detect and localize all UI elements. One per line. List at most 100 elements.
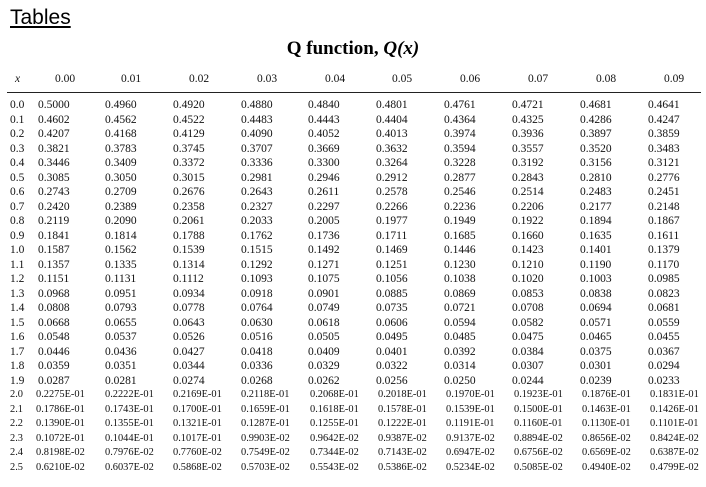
table-cell: 0.7549E-02 xyxy=(241,447,290,458)
table-cell: 0.0582 xyxy=(512,316,544,329)
row-x-value: 0.5 xyxy=(10,171,25,184)
q-function-table-body: 0.0 0.5000 0.4960 0.4920 0.4880 0.4840 0.4801 0… xyxy=(0,98,706,475)
table-cell: 0.1292 xyxy=(241,258,273,271)
column-header-0-08: 0.08 xyxy=(596,73,617,85)
table-cell: 0.1355E-01 xyxy=(105,418,154,429)
row-x-value: 2.0 xyxy=(10,389,23,400)
table-cell: 0.2483 xyxy=(580,186,612,198)
table-cell: 0.5234E-02 xyxy=(446,461,495,473)
table-cell: 0.0764 xyxy=(241,302,273,314)
table-row: 2.0 0.2275E-01 0.2222E-01 0.2169E-01 0.2118E… xyxy=(0,388,706,403)
table-cell: 0.8424E-02 xyxy=(650,432,699,444)
table-cell: 0.0823 xyxy=(648,287,680,300)
table-row: 2.2 0.1390E-01 0.1355E-01 0.1321E-01 0.1287E… xyxy=(0,417,706,432)
table-cell: 0.4940E-02 xyxy=(582,461,631,473)
row-x-value: 2.4 xyxy=(10,447,23,458)
table-cell: 0.5868E-02 xyxy=(173,461,222,473)
table-cell: 0.2033 xyxy=(241,215,273,227)
table-row: 1.7 0.0446 0.0436 0.0427 0.0418 0.0409 0.0401 0… xyxy=(0,345,706,360)
table-cell: 0.0721 xyxy=(444,302,476,314)
table-cell: 0.0853 xyxy=(512,287,544,300)
column-header-0-01: 0.01 xyxy=(121,73,142,85)
table-row: 2.5 0.6210E-02 0.6037E-02 0.5868E-02 0.5703E… xyxy=(0,461,706,476)
x-column-header: x xyxy=(15,73,21,85)
table-cell: 0.0409 xyxy=(308,345,340,358)
table-cell: 0.3121 xyxy=(648,157,680,169)
table-cell: 0.1379 xyxy=(648,244,680,256)
table-cell: 0.0526 xyxy=(173,331,205,343)
table-cell: 0.4880 xyxy=(241,99,273,111)
table-cell: 0.1786E-01 xyxy=(36,403,85,415)
row-x-value: 1.0 xyxy=(10,244,25,256)
table-cell: 0.4522 xyxy=(173,113,205,126)
table-cell: 0.0375 xyxy=(580,345,612,358)
table-cell: 0.0465 xyxy=(580,331,612,343)
table-cell: 0.1191E-01 xyxy=(446,418,495,429)
table-cell: 0.9387E-02 xyxy=(378,432,427,444)
table-row: 1.2 0.1151 0.1131 0.1112 0.1093 0.1075 0.1056 0… xyxy=(0,272,706,287)
table-cell: 0.4562 xyxy=(105,113,137,126)
table-cell: 0.2578 xyxy=(376,186,408,198)
table-cell: 0.0885 xyxy=(376,287,408,300)
table-cell: 0.4801 xyxy=(376,99,408,111)
table-cell: 0.7143E-02 xyxy=(378,447,427,458)
table-cell: 0.1321E-01 xyxy=(173,418,222,429)
table-cell: 0.1949 xyxy=(444,215,476,227)
row-x-value: 1.1 xyxy=(10,258,25,271)
table-cell: 0.1101E-01 xyxy=(650,418,699,429)
table-title: Q function, Q(x) xyxy=(0,38,706,60)
title-argument: (x) xyxy=(397,38,420,59)
table-cell: 0.2709 xyxy=(105,186,137,198)
table-cell: 0.0446 xyxy=(38,345,70,358)
table-row: 1.5 0.0668 0.0655 0.0643 0.0630 0.0618 0.0606 0… xyxy=(0,316,706,331)
table-cell: 0.0367 xyxy=(648,345,680,358)
row-x-value: 1.8 xyxy=(10,360,25,372)
title-function-name: Q xyxy=(383,38,398,59)
table-cell: 0.8198E-02 xyxy=(36,447,85,458)
table-cell: 0.2118E-01 xyxy=(241,389,290,400)
table-cell: 0.8656E-02 xyxy=(582,432,631,444)
table-cell: 0.1210 xyxy=(512,258,544,271)
table-row: 1.0 0.1587 0.1562 0.1539 0.1515 0.1492 0.1469 0… xyxy=(0,243,706,258)
table-cell: 0.2018E-01 xyxy=(378,389,427,400)
table-cell: 0.1446 xyxy=(444,244,476,256)
table-cell: 0.2743 xyxy=(38,186,70,198)
table-cell: 0.4681 xyxy=(580,99,612,111)
table-cell: 0.0329 xyxy=(308,360,340,372)
table-cell: 0.1867 xyxy=(648,215,680,227)
table-cell: 0.1814 xyxy=(105,229,137,242)
table-cell: 0.6756E-02 xyxy=(514,447,563,458)
table-cell: 0.3594 xyxy=(444,142,476,155)
table-cell: 0.1230 xyxy=(444,258,476,271)
row-x-value: 1.2 xyxy=(10,273,25,285)
table-cell: 0.1659E-01 xyxy=(241,403,290,415)
table-cell: 0.4799E-02 xyxy=(650,461,699,473)
table-cell: 0.1515 xyxy=(241,244,273,256)
table-cell: 0.2275E-01 xyxy=(36,389,85,400)
table-cell: 0.3897 xyxy=(580,128,612,140)
table-cell: 0.3557 xyxy=(512,142,544,155)
page-heading: Tables xyxy=(10,6,71,29)
table-cell: 0.1093 xyxy=(241,273,273,285)
table-cell: 0.0262 xyxy=(308,374,340,387)
table-cell: 0.3632 xyxy=(376,142,408,155)
table-row: 0.1 0.4602 0.4562 0.4522 0.4483 0.4443 0.4404 0… xyxy=(0,113,706,128)
row-x-value: 0.4 xyxy=(10,157,25,169)
table-row: 2.4 0.8198E-02 0.7976E-02 0.7760E-02 0.7549E… xyxy=(0,446,706,461)
table-cell: 0.2327 xyxy=(241,200,273,213)
row-x-value: 0.8 xyxy=(10,215,25,227)
table-cell: 0.0307 xyxy=(512,360,544,372)
table-cell: 0.0427 xyxy=(173,345,205,358)
table-cell: 0.3446 xyxy=(38,157,70,169)
column-header-0-03: 0.03 xyxy=(257,73,278,85)
table-cell: 0.1020 xyxy=(512,273,544,285)
table-cell: 0.2389 xyxy=(105,200,137,213)
table-cell: 0.0485 xyxy=(444,331,476,343)
table-cell: 0.2420 xyxy=(38,200,70,213)
table-cell: 0.3015 xyxy=(173,171,205,184)
table-cell: 0.0455 xyxy=(648,331,680,343)
table-cell: 0.0681 xyxy=(648,302,680,314)
table-cell: 0.0559 xyxy=(648,316,680,329)
row-x-value: 2.1 xyxy=(10,403,23,415)
table-cell: 0.6947E-02 xyxy=(446,447,495,458)
